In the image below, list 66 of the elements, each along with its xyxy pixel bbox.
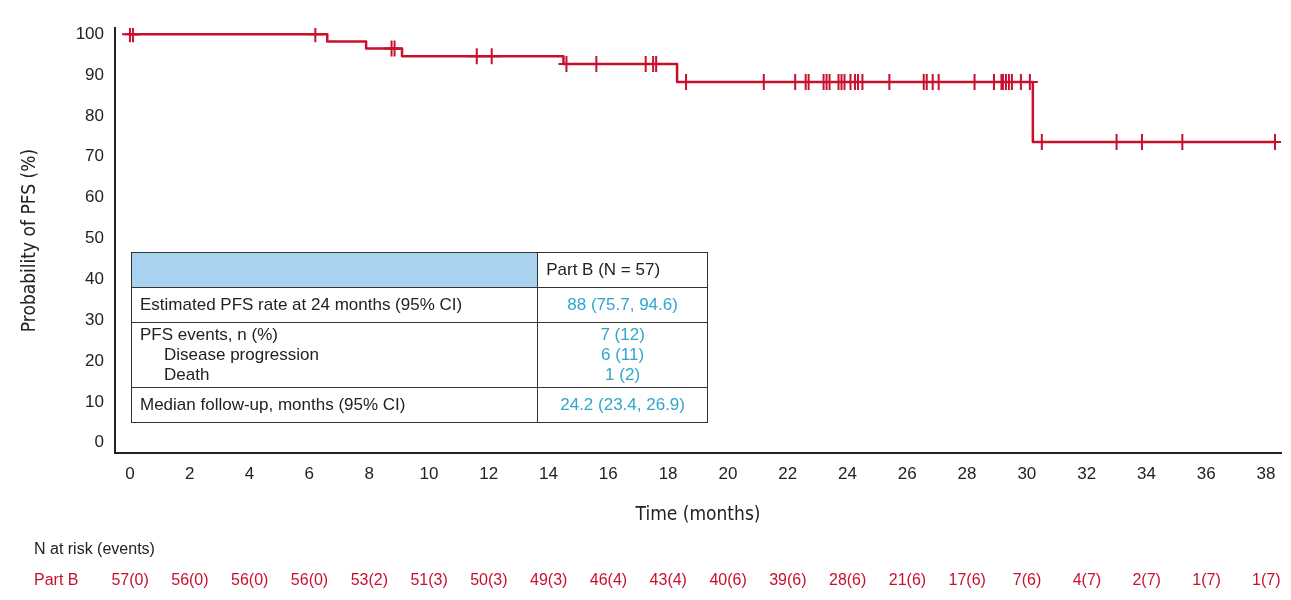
y-tick-label: 50 (85, 228, 104, 248)
x-tick-label: 14 (539, 463, 558, 483)
x-axis-title: Time (months) (634, 501, 761, 524)
y-tick-label: 30 (85, 309, 104, 329)
annotation: Estimated PFS rate at 24 months (95% CI) (131, 287, 538, 323)
annotation: PFS events, n (%) (140, 325, 278, 344)
text: 17(6) (948, 571, 986, 589)
x-tick-label: 6 (304, 463, 315, 483)
x-tick-label: 28 (957, 463, 977, 483)
y-tick-label: 80 (85, 105, 104, 125)
annotation: Disease progression (163, 345, 319, 364)
text: Part B (34, 571, 79, 589)
text: 28(6) (828, 571, 867, 589)
y-tick-label: 40 (85, 269, 104, 289)
annotation: 6 (11) (601, 345, 645, 364)
text: 1(7) (1252, 571, 1281, 589)
x-tick-label: 10 (419, 463, 439, 483)
annotation: 7 (12) (600, 325, 645, 344)
annotation: 1 (2) (605, 365, 641, 384)
text: 56(0) (171, 571, 209, 589)
text: 4(7) (1072, 571, 1102, 589)
y-tick-label: 10 (85, 391, 104, 411)
x-tick-label: 12 (479, 463, 499, 483)
x-tick-label: 2 (185, 463, 195, 483)
y-tick-label: 100 (75, 23, 104, 43)
y-tick-label: 90 (85, 64, 104, 84)
text: 2(7) (1132, 571, 1161, 589)
text: 7(6) (1012, 571, 1042, 589)
annotation: 24.2 (23.4, 26.9) (537, 387, 708, 423)
text: 46(4) (589, 571, 628, 589)
x-tick-label: 24 (838, 463, 857, 483)
x-tick-label: 26 (897, 463, 917, 483)
x-tick-label: 30 (1017, 463, 1037, 483)
y-tick-label: 60 (85, 187, 104, 207)
text: 56(0) (290, 571, 329, 589)
y-axis-title: Probability of PFS (%) (17, 148, 40, 333)
text: 57(0) (111, 571, 149, 589)
x-tick-label: 22 (778, 463, 798, 483)
x-tick-label: 32 (1077, 463, 1097, 483)
x-tick-label: 18 (658, 463, 678, 483)
text: 40(6) (709, 571, 747, 589)
text: 50(3) (470, 571, 508, 589)
text: 1(7) (1192, 571, 1221, 589)
x-tick-label: 16 (598, 463, 618, 483)
x-tick-label: 34 (1137, 463, 1156, 483)
annotation: Part B (N = 57) (537, 252, 708, 288)
text: 21(6) (888, 571, 927, 589)
text: 51(3) (410, 571, 448, 589)
y-tick-label: 70 (85, 146, 104, 166)
x-tick-label: 0 (125, 463, 135, 483)
text: N at risk (events) (34, 540, 155, 558)
text: 43(4) (649, 571, 687, 589)
x-tick-label: 20 (718, 463, 738, 483)
x-tick-label: 38 (1256, 463, 1276, 483)
x-tick-label: 4 (244, 463, 255, 483)
annotation: Median follow-up, months (95% CI) (131, 387, 538, 423)
text: 56(0) (231, 571, 269, 589)
annotation: 88 (75.7, 94.6) (537, 287, 708, 323)
text: 49(3) (530, 571, 568, 589)
text: 39(6) (769, 571, 807, 589)
text: 53(2) (350, 571, 388, 589)
x-tick-label: 8 (364, 463, 374, 483)
annotation: Death (163, 365, 210, 384)
y-tick-label: 0 (94, 432, 104, 452)
y-tick-label: 20 (85, 350, 104, 370)
x-tick-label: 36 (1196, 463, 1216, 483)
